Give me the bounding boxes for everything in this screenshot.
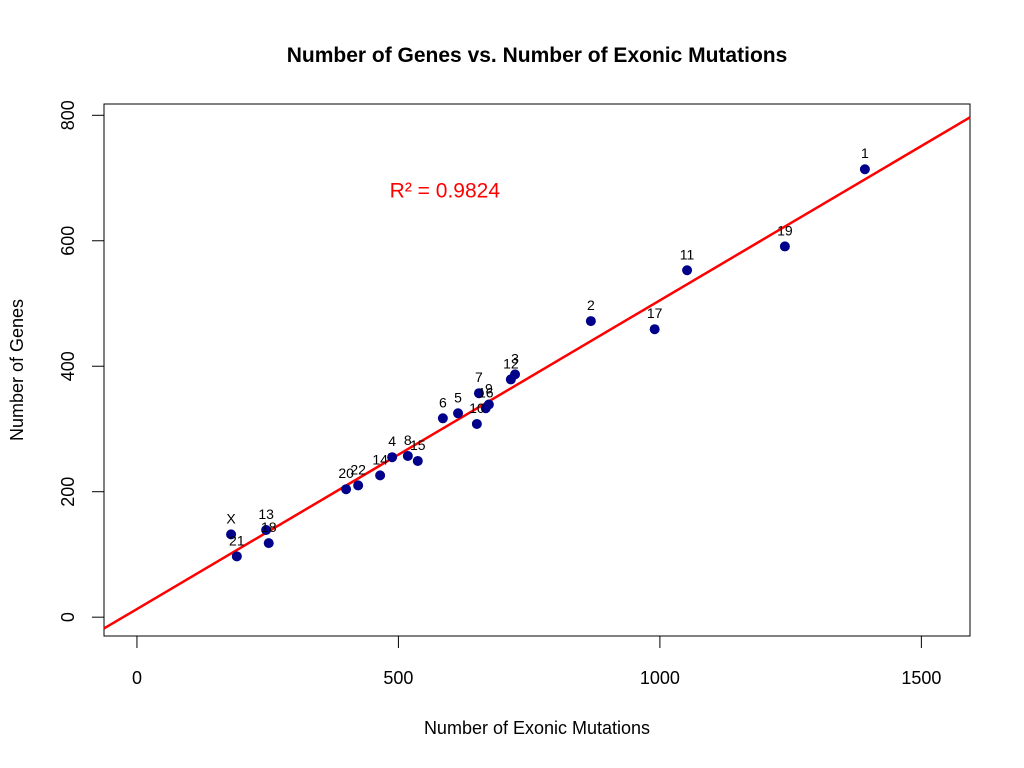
point-label: 5 (454, 389, 462, 405)
point-label: 13 (258, 506, 274, 522)
x-tick-label: 0 (132, 668, 142, 688)
data-point (387, 452, 398, 463)
data-point (341, 484, 352, 495)
data-point (471, 418, 482, 429)
data-point (353, 480, 364, 491)
point-label: 4 (388, 433, 396, 449)
point-label: 18 (261, 519, 277, 535)
point-label: 3 (511, 350, 519, 366)
regression-line-group (103, 116, 971, 630)
data-point (585, 316, 596, 327)
y-axis: 0 200 400 600 800 (58, 100, 104, 622)
data-point (412, 455, 423, 466)
data-point (402, 450, 413, 461)
data-point (682, 265, 693, 276)
x-axis-label: Number of Exonic Mutations (424, 718, 650, 738)
point-label: 10 (469, 400, 485, 416)
point-label: X (226, 510, 236, 526)
point-label: 11 (680, 246, 695, 262)
y-tick-label: 600 (58, 226, 78, 256)
point-label: 7 (475, 369, 483, 385)
y-axis-label: Number of Genes (7, 299, 27, 441)
point-label: 14 (372, 451, 388, 467)
data-point (779, 241, 790, 252)
data-point (226, 529, 237, 540)
y-tick-label: 200 (58, 477, 78, 507)
point-label: 21 (229, 532, 245, 548)
point-label: 9 (485, 381, 493, 397)
point-label: 20 (338, 465, 354, 481)
data-point (859, 164, 870, 175)
y-tick-label: 800 (58, 100, 78, 130)
x-tick-label: 1500 (901, 668, 941, 688)
point-label: 22 (350, 461, 366, 477)
x-tick-label: 500 (383, 668, 413, 688)
point-label: 1 (861, 145, 869, 161)
point-label: 15 (410, 437, 426, 453)
plot-area-frame (103, 103, 971, 637)
point-label: 2 (587, 297, 595, 313)
x-axis: 0 500 1000 1500 (132, 636, 941, 688)
point-label: 19 (777, 222, 793, 238)
point-label: 17 (647, 305, 663, 321)
data-point (480, 403, 491, 414)
point-label: 8 (404, 432, 412, 448)
data-point (473, 388, 484, 399)
data-point (375, 470, 386, 481)
data-point (263, 538, 274, 549)
data-point (437, 413, 448, 424)
chart-title: Number of Genes vs. Number of Exonic Mut… (287, 44, 788, 67)
point-label: 12 (503, 355, 519, 371)
data-point (505, 374, 516, 385)
r-squared-annotation: R² = 0.9824 (390, 180, 501, 203)
data-point (453, 408, 464, 419)
regression-line (103, 116, 971, 630)
y-tick-label: 400 (58, 351, 78, 381)
point-label: 6 (439, 394, 447, 410)
data-point (261, 524, 272, 535)
data-point (231, 551, 242, 562)
data-points (226, 164, 870, 562)
point-label: 16 (478, 384, 494, 400)
data-point (649, 324, 660, 335)
y-tick-label: 0 (58, 612, 78, 622)
x-tick-label: 1000 (640, 668, 680, 688)
